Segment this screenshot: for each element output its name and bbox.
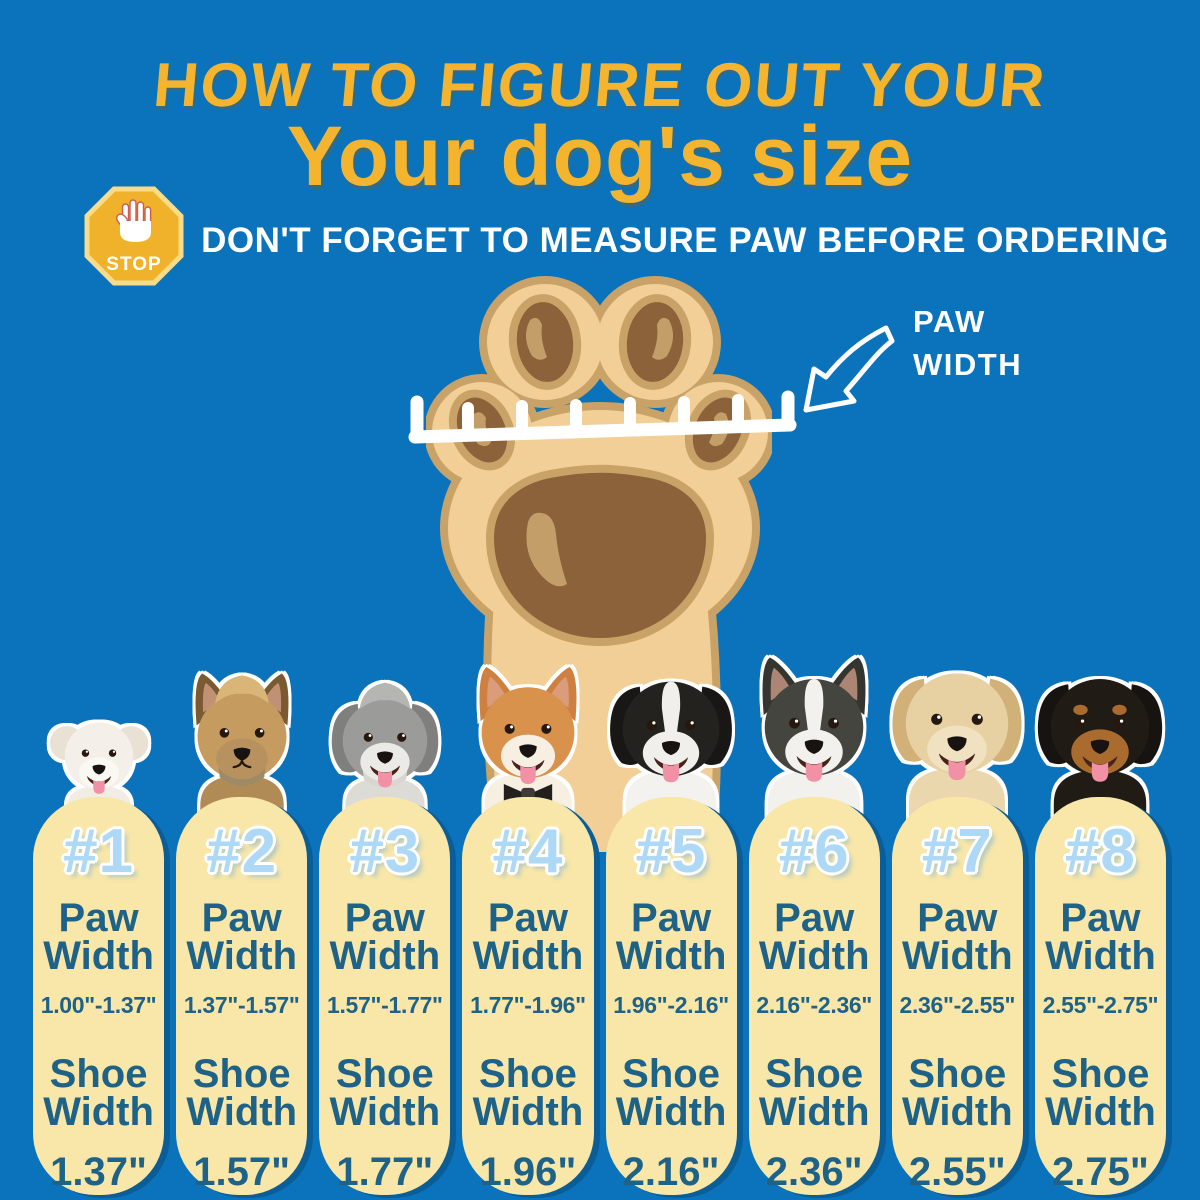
size-number: #6 (778, 817, 850, 886)
paw-width-title: Paw Width (329, 896, 441, 978)
paw-width-range: 1.96"-2.16" (613, 992, 729, 1018)
size-number: #3 (349, 817, 421, 886)
paw-illustration (426, 274, 772, 852)
size-number: #2 (206, 817, 278, 886)
shoe-width-value: 2.55" (908, 1150, 1006, 1194)
size-pill: #6 Paw Width 2.16"-2.36" Shoe Width 2.36… (748, 797, 880, 1195)
size-column: #1 Paw Width 1.00"-1.37" Shoe Width 1.37… (33, 722, 165, 1195)
size-pill: #7 Paw Width 2.36"-2.55" Shoe Width 2.55… (891, 797, 1023, 1195)
paw-width-range: 1.37"-1.57" (183, 992, 300, 1018)
paw-width-label-line1: PAW (913, 304, 986, 339)
shoe-width-title: Shoe Width (758, 1052, 870, 1134)
warning-message: DON'T FORGET TO MEASURE PAW BEFORE ORDER… (201, 221, 1169, 260)
size-columns: #1 Paw Width 1.00"-1.37" Shoe Width 1.37… (0, 657, 1200, 1195)
paw-width-title: Paw Width (901, 896, 1013, 978)
size-number: #1 (63, 817, 135, 886)
size-pill: #2 Paw Width 1.37"-1.57" Shoe Width 1.57… (176, 797, 308, 1195)
shoe-width-value: 2.36" (765, 1150, 863, 1194)
paw-width-label: PAW WIDTH (913, 300, 1022, 387)
paw-width-title: Paw Width (758, 896, 870, 978)
size-number: #7 (921, 817, 993, 886)
dog-photo-golden-retriever (877, 640, 1037, 822)
paw-width-arrow-icon (780, 315, 910, 430)
stop-label: STOP (106, 254, 161, 275)
shoe-width-title: Shoe Width (1045, 1052, 1156, 1134)
paw-width-range: 2.36"-2.55" (899, 992, 1016, 1018)
paw-width-range: 2.16"-2.36" (756, 992, 873, 1018)
size-number: #5 (635, 817, 707, 886)
paw-width-title: Paw Width (615, 896, 727, 978)
size-column: #3 Paw Width 1.57"-1.77" Shoe Width 1.77… (319, 682, 451, 1195)
size-number: #4 (492, 817, 564, 886)
size-pill: #3 Paw Width 1.57"-1.77" Shoe Width 1.77… (319, 797, 451, 1195)
shoe-width-title: Shoe Width (186, 1052, 298, 1134)
shoe-width-value: 2.16" (622, 1150, 720, 1194)
size-column: #2 Paw Width 1.37"-1.57" Shoe Width 1.57… (176, 673, 308, 1195)
size-pill: #4 Paw Width 1.77"-1.96" Shoe Width 1.96… (462, 797, 594, 1195)
paw-width-range: 2.55"-2.75" (1042, 992, 1159, 1018)
paw-width-title: Paw Width (472, 896, 584, 978)
paw-width-title: Paw Width (43, 896, 154, 978)
shoe-width-title: Shoe Width (472, 1052, 584, 1134)
size-column: #4 Paw Width 1.77"-1.96" Shoe Width 1.96… (462, 667, 594, 1195)
paw-width-title: Paw Width (1045, 896, 1156, 978)
size-column: #7 Paw Width 2.36"-2.55" Shoe Width 2.55… (891, 673, 1023, 1195)
paw-width-title: Paw Width (186, 896, 298, 978)
paw-width-range: 1.00"-1.37" (40, 992, 157, 1018)
paw-width-range: 1.57"-1.77" (326, 992, 443, 1018)
shoe-width-value: 1.77" (336, 1150, 434, 1194)
shoe-width-value: 1.57" (193, 1150, 291, 1194)
paw-width-label-line2: WIDTH (913, 347, 1023, 383)
size-pill: #1 Paw Width 1.00"-1.37" Shoe Width 1.37… (33, 797, 165, 1195)
shoe-width-title: Shoe Width (329, 1052, 441, 1134)
size-column: #5 Paw Width 1.96"-2.16" Shoe Width 2.16… (605, 681, 737, 1195)
shoe-width-value: 1.96" (479, 1150, 577, 1194)
size-pill: #5 Paw Width 1.96"-2.16" Shoe Width 2.16… (605, 797, 737, 1195)
shoe-width-title: Shoe Width (43, 1052, 154, 1134)
shoe-width-title: Shoe Width (901, 1052, 1013, 1134)
size-number: #8 (1064, 817, 1136, 886)
size-column: #8 Paw Width 2.55"-2.75" Shoe Width 2.75… (1034, 679, 1166, 1195)
shoe-width-value: 2.75" (1052, 1150, 1149, 1194)
dog-photo-rottweiler (1023, 647, 1177, 822)
paw-width-range: 1.77"-1.96" (470, 992, 586, 1018)
hand-icon (115, 199, 152, 242)
stop-sign-icon: STOP (84, 186, 184, 286)
size-pill: #8 Paw Width 2.55"-2.75" Shoe Width 2.75… (1034, 797, 1166, 1195)
shoe-width-value: 1.37" (50, 1150, 147, 1194)
measuring-ruler (405, 384, 800, 462)
size-column: #6 Paw Width 2.16"-2.36" Shoe Width 2.36… (748, 657, 880, 1195)
page-title-line2: Your dog's size (286, 109, 914, 203)
shoe-width-title: Shoe Width (615, 1052, 727, 1134)
